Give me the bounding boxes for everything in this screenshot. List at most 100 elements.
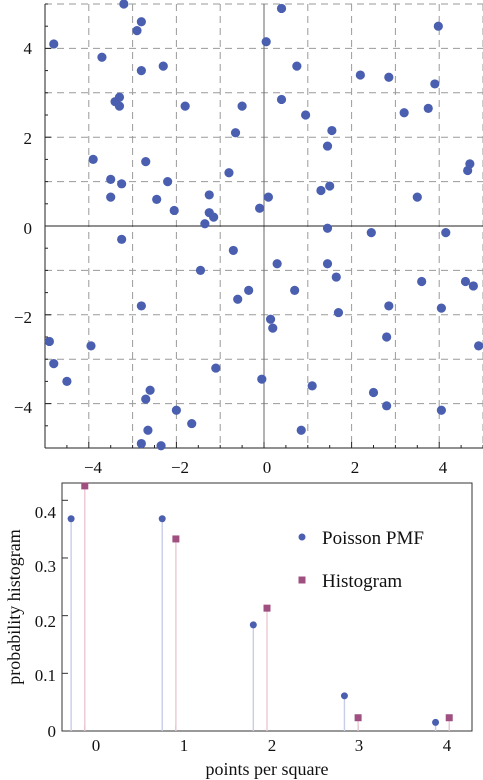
y-tick-label: 0 [24, 219, 33, 238]
y-axis-label: probability histogram [4, 529, 24, 684]
scatter-point [114, 92, 125, 102]
scatter-point [62, 376, 72, 386]
histogram-stems [70, 485, 450, 731]
scatter-point [296, 425, 306, 435]
scatter-point [204, 190, 214, 200]
scatter-point [145, 385, 155, 395]
x-tick-label: 0 [263, 458, 272, 477]
scatter-point [272, 259, 282, 269]
scatter-point [143, 425, 153, 435]
scatter-point [114, 101, 125, 111]
scatter-point [460, 276, 471, 287]
scatter-point [88, 154, 98, 164]
scatter-point [237, 101, 247, 111]
scatter-point [436, 303, 446, 313]
x-tick-label: 1 [180, 736, 189, 755]
x-tick-label: 3 [355, 736, 364, 755]
scatter-point [355, 70, 365, 80]
poisson-point [432, 718, 440, 726]
scatter-point [49, 359, 59, 369]
scatter-point [325, 181, 335, 191]
scatter-point [261, 37, 271, 47]
y-tick-label: 0.3 [35, 557, 56, 576]
scatter-point [233, 294, 243, 304]
scatter-point [433, 21, 443, 31]
scatter-point [211, 363, 221, 373]
scatter-point [117, 234, 127, 244]
x-tick-label: 4 [443, 736, 452, 755]
histogram-point [172, 535, 180, 543]
legend-label: Poisson PMF [322, 528, 424, 549]
scatter-point [301, 110, 311, 120]
scatter-point [209, 212, 219, 222]
scatter-point [263, 192, 273, 202]
scatter-point [44, 336, 54, 347]
scatter-point [169, 205, 179, 216]
scatter-point [290, 285, 300, 295]
scatter-point [132, 26, 142, 36]
scatter-point [268, 323, 278, 333]
scatter-point [307, 381, 317, 391]
scatter-point [86, 341, 96, 351]
y-tick-label: −4 [14, 398, 33, 417]
histogram-markers [67, 482, 453, 726]
scatter-point [136, 17, 146, 27]
scatter-point [441, 228, 451, 238]
scatter-point [195, 265, 206, 275]
scatter-point [322, 259, 333, 269]
scatter-point [224, 168, 234, 178]
x-tick-label: −4 [84, 458, 103, 477]
scatter-tick-labels: −4 −2 0 2 4 4 2 0 −2 −4 [14, 39, 448, 477]
scatter-point [257, 374, 267, 384]
x-axis-label: points per square [206, 759, 329, 779]
scatter-point [171, 405, 181, 415]
scatter-point [327, 125, 337, 136]
x-tick-label: −2 [171, 458, 189, 477]
poisson-point [67, 515, 75, 523]
scatter-point [200, 219, 210, 229]
x-tick-label: 2 [268, 736, 277, 755]
scatter-point [180, 101, 190, 111]
legend-marker-histogram [298, 576, 306, 584]
poisson-point [249, 621, 257, 629]
scatter-point [331, 272, 341, 282]
histogram-point [81, 482, 89, 490]
scatter-point [187, 418, 197, 429]
poisson-point [340, 692, 348, 700]
scatter-point [412, 192, 422, 202]
y-tick-label: 0.2 [35, 612, 56, 631]
scatter-point [276, 94, 287, 105]
y-tick-label: 0.1 [35, 666, 56, 685]
histogram-point [445, 714, 453, 722]
scatter-point [468, 281, 478, 291]
scatter-point [163, 177, 173, 187]
scatter-point [465, 159, 475, 169]
x-tick-label: 0 [92, 736, 101, 755]
scatter-point [136, 66, 146, 76]
scatter-point [228, 245, 238, 256]
scatter-point [156, 441, 166, 451]
scatter-point [97, 52, 107, 62]
scatter-point [136, 301, 146, 311]
histogram-point [263, 604, 271, 612]
y-tick-label: 0.4 [35, 503, 57, 522]
x-tick-label: 4 [439, 458, 448, 477]
scatter-point [106, 192, 116, 202]
x-tick-label: 2 [351, 458, 360, 477]
scatter-point [474, 341, 483, 351]
scatter-point [384, 72, 394, 82]
y-tick-label: −2 [14, 308, 32, 327]
scatter-point [366, 228, 376, 238]
scatter-point [384, 301, 394, 311]
legend-label: Histogram [322, 571, 402, 592]
scatter-point [399, 108, 409, 118]
scatter-point [244, 285, 254, 295]
scatter-point [368, 387, 379, 398]
y-tick-label: 0 [48, 722, 57, 741]
y-tick-label: 4 [24, 39, 33, 58]
scatter-point [382, 332, 392, 342]
scatter-point [436, 405, 446, 415]
scatter-point [106, 174, 116, 184]
scatter-point [158, 61, 168, 71]
scatter-point [141, 394, 151, 404]
